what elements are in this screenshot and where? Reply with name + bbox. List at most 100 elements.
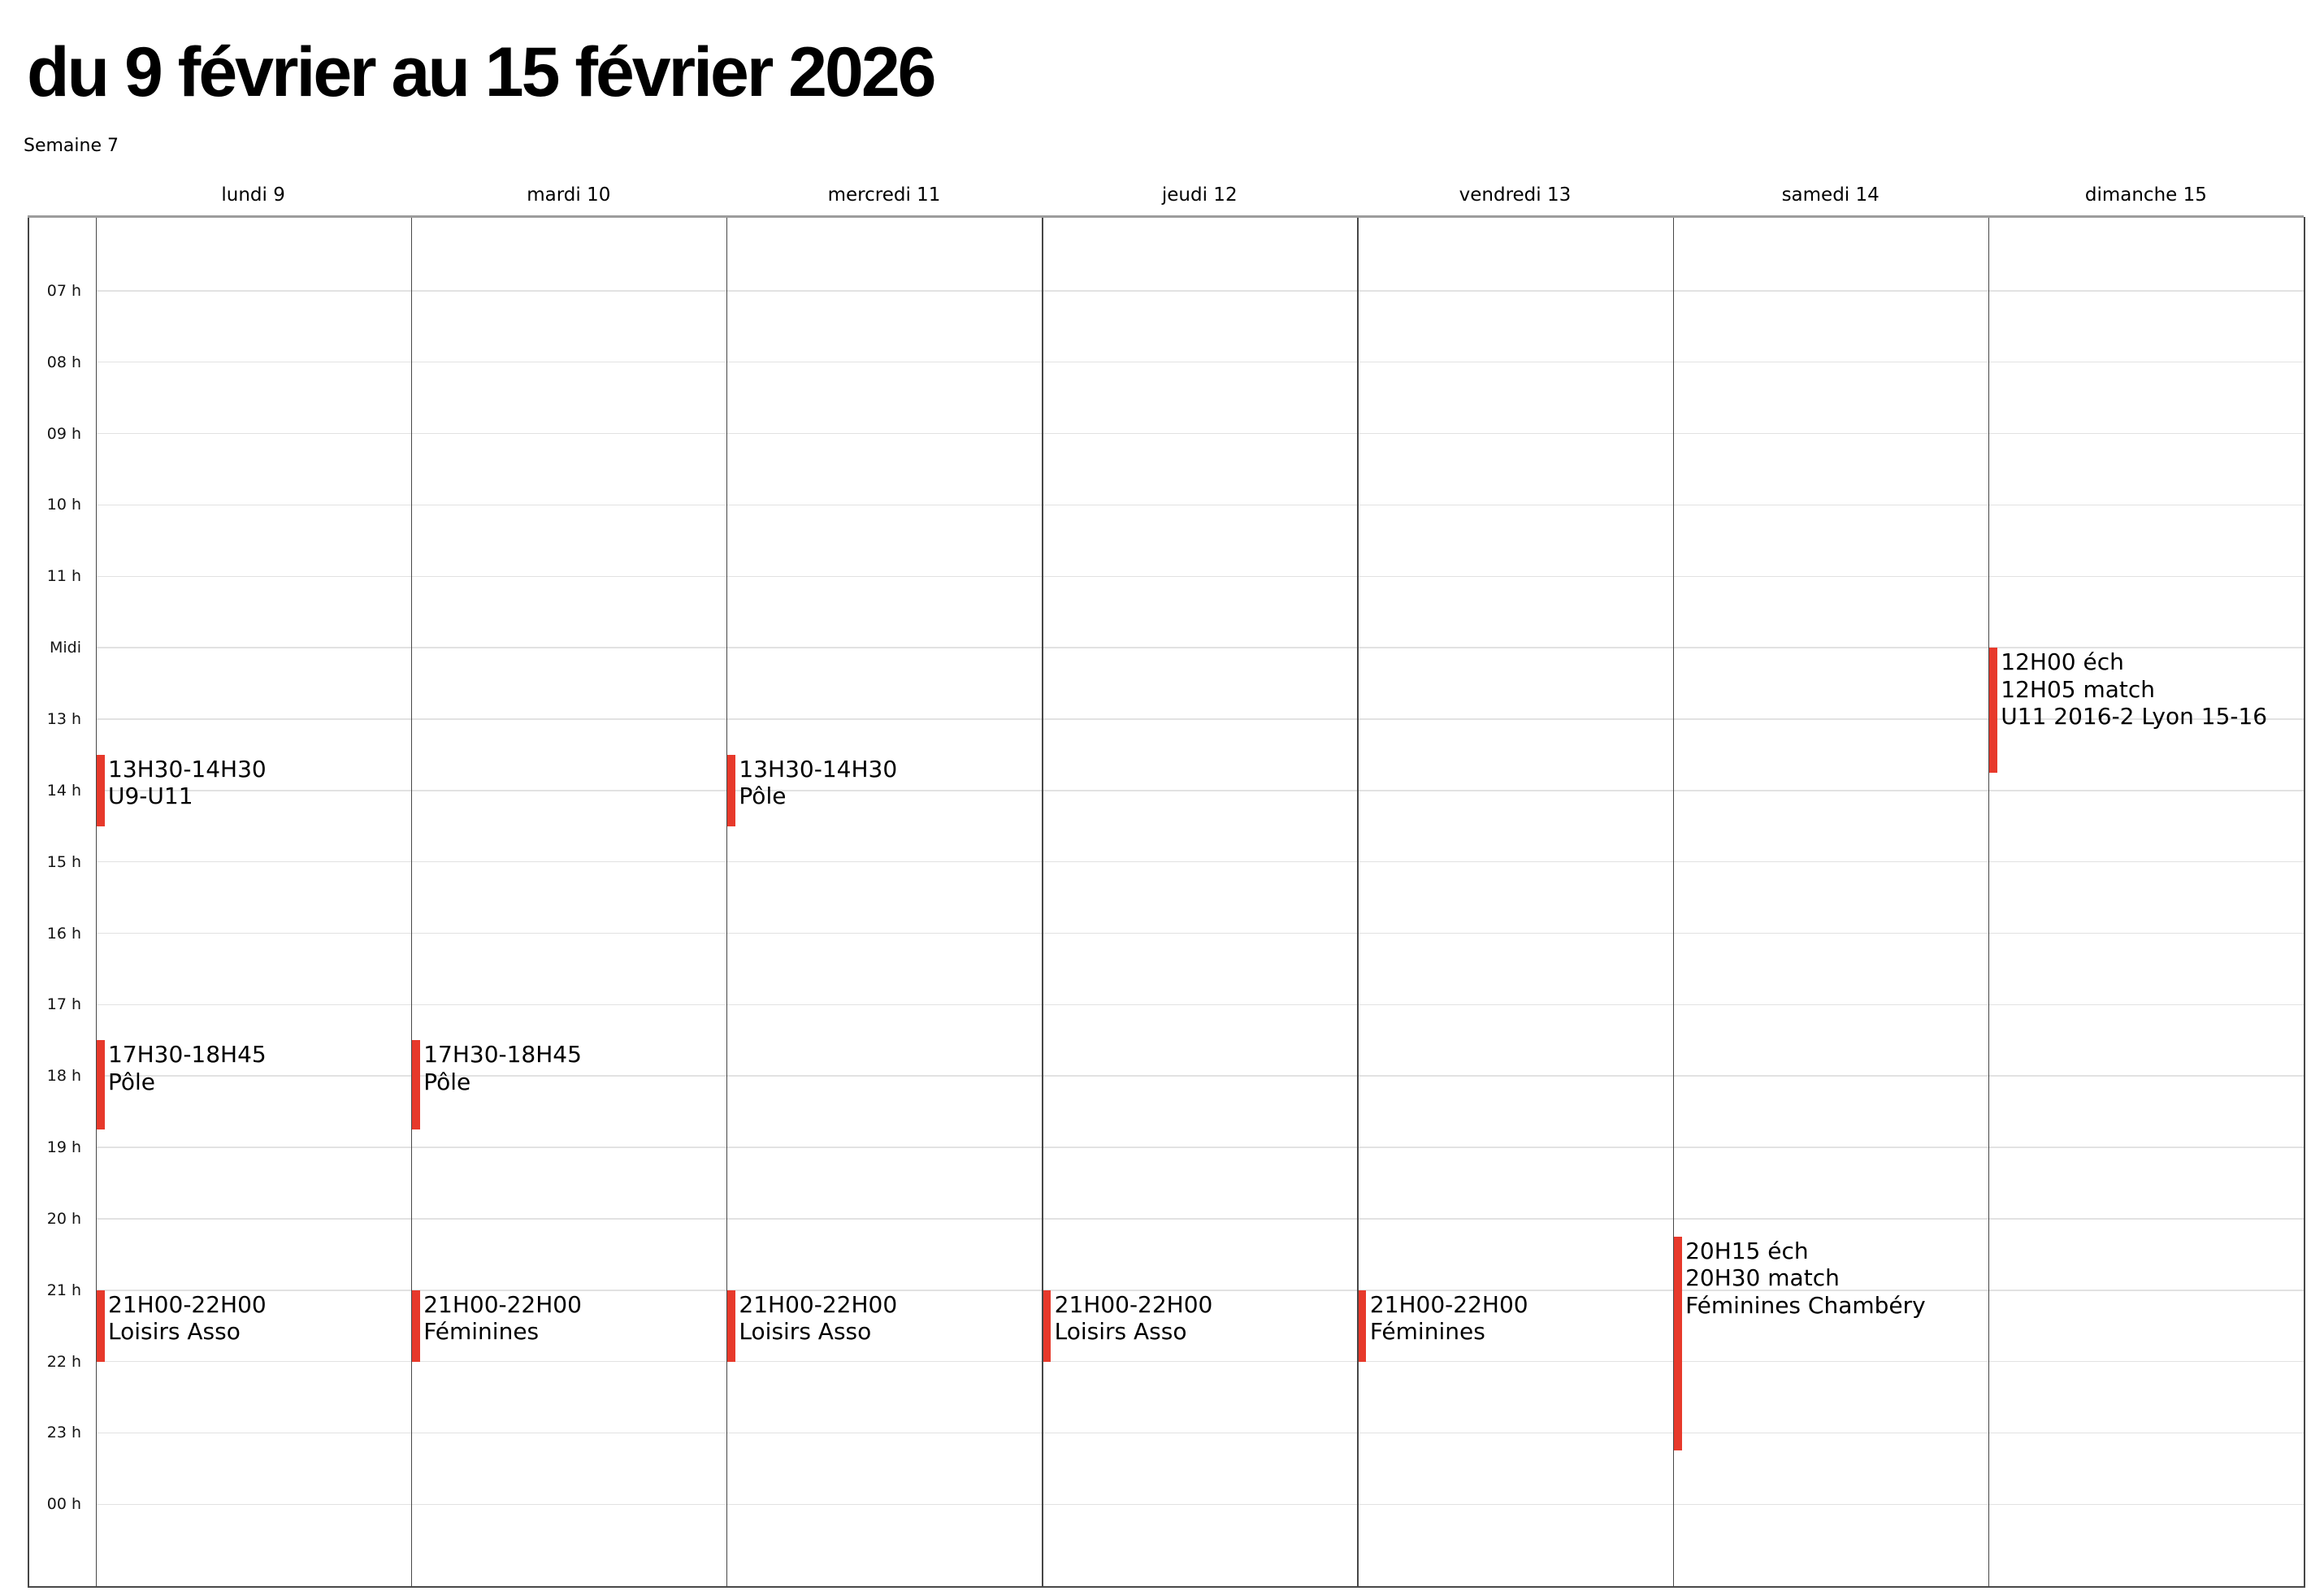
hour-gridline	[95, 790, 2304, 791]
column-divider	[1672, 217, 1675, 1588]
event-time-text: 21H00-22H00	[108, 1290, 267, 1318]
event-time-text: 21H00-22H00	[739, 1290, 898, 1318]
column-divider	[1988, 217, 1990, 1588]
page-title: du 9 février au 15 février 2026	[27, 33, 937, 111]
hour-label: 22 h	[46, 1352, 81, 1371]
calendar-event[interactable]: 17H30-18H45 Pôle	[96, 1040, 411, 1130]
event-title-text: Loisirs Asso	[739, 1318, 872, 1346]
event-time-bar	[1674, 1236, 1682, 1451]
event-label: 13H30-14H30 U9-U11	[108, 756, 267, 810]
grid-top-border	[28, 215, 2304, 218]
day-header: samedi 14	[1781, 184, 1880, 206]
week-label: Semaine 7	[24, 136, 119, 156]
hour-label: 13 h	[46, 709, 81, 728]
event-label: 21H00-22H00 Féminines	[1370, 1291, 1528, 1346]
hour-label: 16 h	[46, 924, 81, 943]
hour-label: 21 h	[46, 1281, 81, 1299]
column-divider	[95, 217, 97, 1588]
event-time-text: 17H30-18H45	[108, 1041, 267, 1069]
calendar-event[interactable]: 21H00-22H00 Féminines	[1357, 1290, 1672, 1362]
event-time-bar	[1043, 1290, 1051, 1362]
calendar-event[interactable]: 21H00-22H00 Loisirs Asso	[726, 1290, 1042, 1362]
hour-gridline	[95, 932, 2304, 934]
event-title-text: 20H30 match	[1685, 1264, 1840, 1292]
event-time-bar	[727, 1290, 735, 1362]
calendar-event[interactable]: 12H00 éch 12H05 match U11 2016-2 Lyon 15-1…	[1988, 648, 2304, 773]
event-title-text: Loisirs Asso	[1054, 1318, 1187, 1346]
column-divider	[1042, 217, 1043, 1588]
event-time-bar	[1358, 1290, 1367, 1362]
calendar-event[interactable]: 13H30-14H30 Pôle	[726, 754, 1042, 826]
hour-gridline	[95, 1503, 2304, 1506]
event-label: 12H00 éch 12H05 match U11 2016-2 Lyon 15-1…	[2001, 648, 2267, 730]
hour-label: 19 h	[46, 1138, 81, 1157]
calendar-event[interactable]: 13H30-14H30 U9-U11	[96, 754, 411, 826]
hour-label: 17 h	[46, 995, 81, 1014]
column-divider	[410, 217, 413, 1588]
event-title-text: Féminines Chambéry	[1685, 1291, 1926, 1319]
hour-label: 15 h	[46, 852, 81, 871]
calendar-event[interactable]: 21H00-22H00 Loisirs Asso	[1042, 1290, 1357, 1362]
event-time-text: 12H00 éch	[2001, 648, 2124, 676]
hour-gridline	[95, 1075, 2304, 1077]
hour-label: 23 h	[46, 1424, 81, 1442]
event-title-text: Féminines	[423, 1318, 540, 1346]
hour-gridline	[95, 1218, 2304, 1220]
hour-gridline	[95, 504, 2304, 506]
hour-label: 08 h	[46, 353, 81, 371]
event-time-bar	[727, 754, 735, 826]
column-divider	[1357, 217, 1359, 1588]
event-label: 21H00-22H00 Loisirs Asso	[739, 1291, 897, 1346]
event-time-bar	[97, 754, 105, 826]
event-time-bar	[97, 1290, 105, 1362]
event-label: 21H00-22H00 Loisirs Asso	[1055, 1291, 1213, 1346]
hour-gridline	[95, 861, 2304, 863]
event-label: 17H30-18H45 Pôle	[423, 1041, 582, 1095]
event-time-bar	[1989, 648, 1997, 773]
event-time-text: 13H30-14H30	[739, 755, 898, 782]
event-time-text: 13H30-14H30	[108, 755, 267, 782]
hour-label: 00 h	[46, 1495, 81, 1514]
day-header: lundi 9	[221, 184, 285, 206]
hour-gridline	[95, 1004, 2304, 1006]
event-time-text: 21H00-22H00	[1369, 1290, 1528, 1318]
column-divider	[2304, 217, 2305, 1588]
calendar-event[interactable]: 20H15 éch 20H30 match Féminines Chambéry	[1673, 1236, 1988, 1451]
calendar-event[interactable]: 21H00-22H00 Féminines	[411, 1290, 726, 1362]
event-label: 17H30-18H45 Pôle	[108, 1041, 267, 1095]
event-title-text: Pôle	[739, 782, 787, 810]
day-header: mardi 10	[527, 184, 611, 206]
hour-gridline	[95, 361, 2304, 363]
day-header: jeudi 12	[1161, 184, 1238, 206]
hour-gridline	[95, 290, 2304, 292]
event-label: 21H00-22H00 Loisirs Asso	[108, 1291, 267, 1346]
hour-label: 11 h	[46, 567, 81, 586]
day-header: dimanche 15	[2084, 184, 2207, 206]
event-time-bar	[412, 1040, 420, 1130]
event-label: 13H30-14H30 Pôle	[739, 756, 897, 810]
event-title-text: Loisirs Asso	[108, 1318, 241, 1346]
hour-gridline	[95, 1360, 2304, 1363]
column-divider	[28, 217, 29, 1588]
calendar-event[interactable]: 21H00-22H00 Loisirs Asso	[96, 1290, 411, 1362]
column-divider	[726, 217, 728, 1588]
hour-gridline	[95, 718, 2304, 720]
hour-label: 18 h	[46, 1067, 81, 1086]
event-time-text: 21H00-22H00	[1054, 1290, 1213, 1318]
hour-label: 20 h	[46, 1209, 81, 1228]
event-title-text: Féminines	[1369, 1318, 1485, 1346]
event-time-text: 20H15 éch	[1685, 1237, 1809, 1264]
hour-gridline	[95, 647, 2304, 648]
event-time-text: 21H00-22H00	[423, 1290, 582, 1318]
hour-gridline	[95, 432, 2304, 435]
event-title-text: 12H05 match	[2001, 675, 2156, 703]
day-header: vendredi 13	[1459, 184, 1572, 206]
event-label: 20H15 éch 20H30 match Féminines Chambéry	[1685, 1238, 1926, 1320]
calendar-event[interactable]: 17H30-18H45 Pôle	[411, 1040, 726, 1130]
hour-gridline	[95, 1147, 2304, 1148]
event-time-bar	[412, 1290, 420, 1362]
event-time-text: 17H30-18H45	[423, 1041, 582, 1069]
hour-label: 10 h	[46, 496, 81, 514]
event-time-bar	[97, 1040, 105, 1130]
event-title-text: U9-U11	[108, 782, 193, 810]
